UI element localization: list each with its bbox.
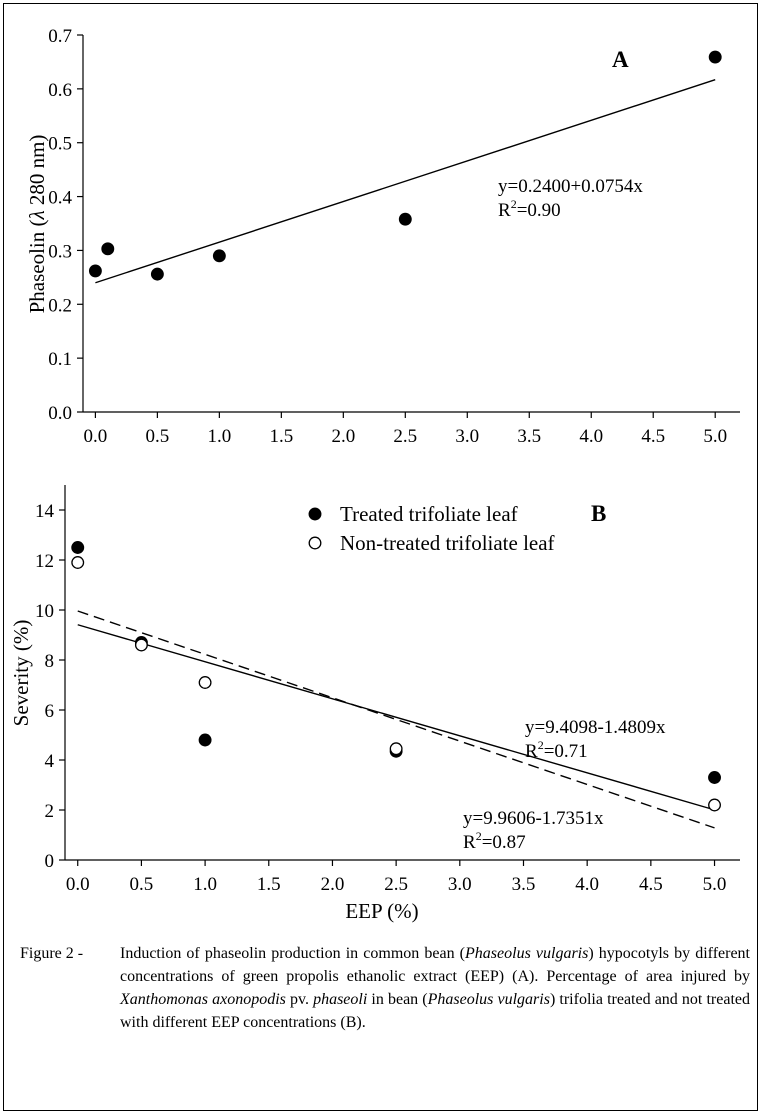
caption-label: Figure 2 -	[20, 945, 84, 962]
caption-run: ) hypocotyls by different concentrations…	[120, 945, 750, 985]
x-tick-label: 1.0	[193, 874, 217, 895]
x-tick-label: 4.0	[575, 874, 599, 895]
y-tick-label: 14	[35, 501, 55, 522]
data-point-filled	[708, 771, 721, 784]
y-tick-label: 0.5	[48, 134, 72, 155]
data-point-filled	[88, 264, 102, 278]
x-tick-label: 4.0	[579, 426, 603, 447]
regression-line	[95, 79, 716, 284]
x-tick-label: 3.5	[517, 426, 541, 447]
caption-run: phaseoli	[313, 991, 368, 1008]
legend-marker-open	[308, 536, 322, 550]
x-tick-label: 0.5	[146, 426, 170, 447]
y-tick-label: 12	[35, 551, 54, 572]
panel-label: A	[612, 47, 629, 72]
x-tick-label: 5.0	[703, 874, 727, 895]
panel-label: B	[591, 501, 606, 526]
x-tick-label: 2.0	[331, 426, 355, 447]
regression-line	[77, 624, 715, 811]
data-point-filled	[71, 541, 85, 554]
x-tick-label: 4.5	[639, 874, 663, 895]
figure-caption: Figure 2 - Induction of phaseolin produc…	[0, 940, 763, 1110]
y-tick-label: 0.7	[48, 26, 72, 47]
r-squared-value: =0.90	[517, 200, 561, 221]
caption-run: Xanthomonas axonopodis	[120, 991, 286, 1008]
regression-equation: y=9.9606-1.7351x	[463, 808, 604, 829]
data-point-open	[198, 676, 212, 689]
figure-svg: 0.0 0.5 1.0 1.5 2.0 2.5 3.0 3.5 4.0 4.5 5.0 0.0 0.1 0…	[9, 26, 740, 923]
x-tick-label: 4.5	[641, 426, 665, 447]
data-point-filled	[212, 249, 226, 263]
r-squared-symbol: R	[463, 832, 476, 853]
y-axis-label: Severity (%)	[9, 620, 33, 727]
r-squared-symbol: R	[525, 741, 538, 762]
chart-panel-a: 0.0 0.5 1.0 1.5 2.0 2.5 3.0 3.5 4.0 4.5 5.0 0.0 0.1 0…	[25, 26, 740, 447]
y-tick-label: 4	[45, 751, 55, 772]
data-point-open	[389, 742, 403, 756]
x-tick-label: 3.0	[448, 874, 472, 895]
x-tick-label: 0.0	[66, 874, 90, 895]
y-tick-label: 0.6	[48, 80, 72, 101]
data-point-filled	[150, 267, 164, 281]
y-tick-label: 0.3	[48, 241, 72, 262]
x-tick-label: 0.0	[84, 426, 108, 447]
y-tick-label: 2	[45, 801, 55, 822]
data-point-filled	[708, 50, 722, 64]
caption-text: Induction of phaseolin production in com…	[120, 942, 750, 1034]
data-point-filled	[398, 212, 412, 226]
y-axis-label: Phaseolin (λ 280 nm)	[25, 135, 49, 314]
legend-marker-filled	[308, 507, 322, 521]
data-point-filled	[101, 242, 115, 256]
x-tick-label: 1.5	[257, 874, 281, 895]
caption-run: Induction of phaseolin production in com…	[120, 945, 466, 962]
x-tick-label: 5.0	[703, 426, 727, 447]
r-squared-label: R2=0.90	[498, 197, 561, 221]
x-axis-label: EEP (%)	[345, 899, 418, 923]
y-axis-label-part: λ	[25, 210, 49, 220]
x-tick-label: 3.5	[512, 874, 536, 895]
x-tick-label: 1.0	[207, 426, 231, 447]
data-point-open	[71, 556, 85, 569]
x-tick-label: 2.0	[321, 874, 345, 895]
r-squared-symbol: R	[498, 200, 511, 221]
data-point-filled	[198, 733, 212, 747]
r-squared-label: R2=0.71	[525, 738, 588, 762]
caption-run: ) trifolia treated and not treated with …	[120, 991, 750, 1031]
data-point-open	[134, 638, 148, 652]
y-tick-label: 8	[45, 651, 55, 672]
legend-label: Treated trifoliate leaf	[340, 502, 518, 526]
caption-run: in bean (	[367, 991, 428, 1008]
caption-run: Phaseolus vulgaris	[465, 945, 589, 962]
x-tick-label: 1.5	[269, 426, 293, 447]
y-tick-label: 0	[45, 851, 55, 872]
r-squared-superscript: 2	[538, 738, 544, 752]
r-squared-value: =0.71	[544, 741, 588, 762]
r-squared-value: =0.87	[482, 832, 526, 853]
x-tick-label: 0.5	[130, 874, 154, 895]
r-squared-superscript: 2	[476, 829, 482, 843]
y-tick-label: 10	[35, 601, 54, 622]
regression-equation: y=0.2400+0.0754x	[498, 176, 643, 197]
y-axis-label-part: 280 nm)	[25, 135, 49, 211]
regression-equation: y=9.4098-1.4809x	[525, 717, 666, 738]
x-tick-label: 3.0	[455, 426, 479, 447]
y-tick-label: 6	[45, 701, 55, 722]
y-tick-label: 0.1	[48, 349, 72, 370]
y-tick-label: 0.4	[48, 188, 72, 209]
y-axis-label-part: Phaseolin (	[25, 220, 49, 314]
caption-run: Phaseolus vulgaris	[427, 991, 550, 1008]
caption-run: pv.	[285, 991, 314, 1008]
chart-panel-b: 0.0 0.5 1.0 1.5 2.0 2.5 3.0 3.5 4.0 4.5 5.0 0 2 4 6 8 10…	[9, 485, 740, 923]
x-tick-label: 2.5	[384, 874, 408, 895]
figure-frame	[3, 3, 758, 1111]
regression-line	[77, 610, 715, 829]
y-tick-label: 0.0	[48, 403, 72, 424]
r-squared-superscript: 2	[511, 197, 517, 211]
data-point-open	[708, 798, 721, 812]
r-squared-label: R2=0.87	[463, 829, 526, 853]
x-tick-label: 2.5	[393, 426, 417, 447]
legend-label: Non-treated trifoliate leaf	[340, 531, 555, 555]
y-tick-label: 0.2	[48, 295, 72, 316]
